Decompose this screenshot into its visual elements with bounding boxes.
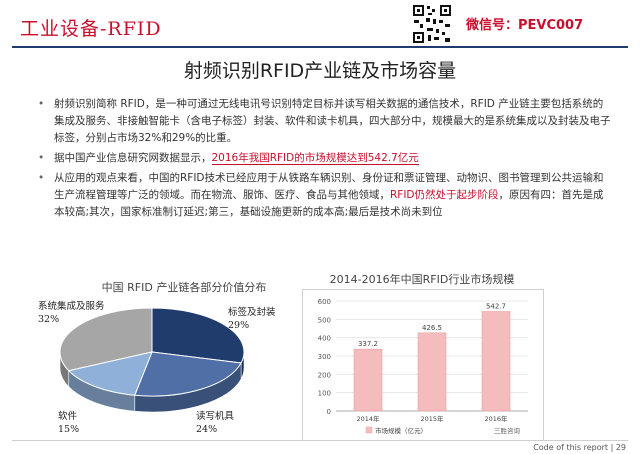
qr-code-icon (412, 4, 452, 44)
page-header: 工业设备-RFID 微信号：PEVC007 (0, 0, 640, 48)
wechat-id: 微信号：PEVC007 (466, 18, 584, 33)
bullet-text: 据中国产业信息研究网数据显示， (54, 152, 212, 164)
bar-chart: 0 100 200 300 400 500 600 337.2 2014年 426.5 2015年 5… (318, 298, 528, 435)
bullet-item: • 据中国产业信息研究网数据显示，2016年我国RFID的市场规模达到542.7… (38, 150, 612, 167)
y-tick-label: 200 (318, 371, 331, 379)
legend-swatch (365, 426, 373, 434)
pie-label-text: 软件 (58, 411, 78, 422)
bullet-dot-icon: • (38, 172, 45, 184)
bullet-highlight: RFID仍然处于起步阶段 (390, 189, 499, 201)
bullet-item: • 从应用的观点来看，中国的RFID技术已经应用于从铁路车辆识别、身份证和票证管… (38, 170, 612, 221)
footer-divider (12, 440, 628, 441)
bar-value-label: 426.5 (422, 324, 442, 332)
page-footer: Code of this report | 29 (533, 443, 626, 452)
header-divider (12, 46, 628, 48)
pie-chart (59, 307, 245, 413)
pie-label-value: 24% (196, 424, 218, 435)
pie-label-value: 29% (228, 320, 250, 331)
pie-label-system: 系统集成及服务 32% (38, 300, 105, 326)
pie-chart-title: 中国 RFID 产业链各部分价值分布 (101, 281, 267, 294)
bar (417, 332, 447, 412)
pie-label-value: 32% (38, 314, 60, 325)
x-tick-label: 2016年 (484, 414, 508, 423)
bullet-list: • 射频识别简称 RFID，是一种可通过无线电讯号识别特定目标并读写相关数据的通… (38, 96, 612, 224)
pie-slice (59, 307, 153, 372)
x-tick-label: 2014年 (356, 414, 380, 423)
bullet-dot-icon: • (38, 98, 45, 110)
bullet-item: • 射频识别简称 RFID，是一种可通过无线电讯号识别特定目标并读写相关数据的通… (38, 96, 612, 147)
bar (353, 348, 383, 412)
y-tick-label: 300 (318, 353, 331, 361)
pie-slice (134, 351, 242, 397)
bullet-dot-icon: • (38, 152, 45, 164)
bullet-text: 从应用的观点来看，中国的RFID技术已经应用于从铁路车辆识别、身份证和票证管理、… (54, 172, 604, 201)
pie-label-value: 15% (58, 424, 80, 435)
pie-label-tags: 标签及封装 29% (228, 306, 276, 332)
bar-value-label: 337.2 (358, 340, 378, 348)
pie-label-text: 标签及封装 (228, 307, 276, 318)
pie-label-readers: 读写机具 24% (196, 410, 234, 436)
pie-label-text: 读写机具 (196, 411, 235, 422)
legend-label: 市场规模（亿元） (375, 426, 427, 435)
y-tick-label: 400 (318, 335, 331, 343)
bullet-text: 射频识别简称 RFID，是一种可通过无线电讯号识别特定目标并读写相关数据的通信技… (54, 98, 611, 144)
bar-chart-title: 2014-2016年中国RFID行业市场规模 (329, 273, 515, 286)
pie-label-software: 软件 15% (58, 410, 79, 436)
bullet-highlight: 2016年我国RFID的市场规模达到542.7亿元 (211, 152, 419, 165)
bullet-text-tail: ，原因有四：首先是成本较高;其次，国家标准制订延迟;第三，基础设施更新的成本高;… (54, 189, 604, 218)
y-tick-label: 100 (318, 390, 331, 398)
pie-slice (151, 307, 245, 364)
y-tick-label: 500 (318, 316, 331, 324)
bar-value-label: 542.7 (486, 303, 506, 311)
pie-slice (67, 351, 153, 396)
section-title: 工业设备-RFID (20, 18, 162, 40)
bar (481, 311, 511, 412)
y-tick-label: 600 (318, 298, 331, 306)
chart-source: 三胜咨询 (494, 426, 521, 435)
y-tick-label: 0 (327, 408, 331, 416)
pie-label-text: 系统集成及服务 (38, 301, 105, 312)
x-tick-label: 2015年 (420, 414, 444, 423)
slide-title: 射频识别RFID产业链及市场容量 (183, 60, 457, 82)
